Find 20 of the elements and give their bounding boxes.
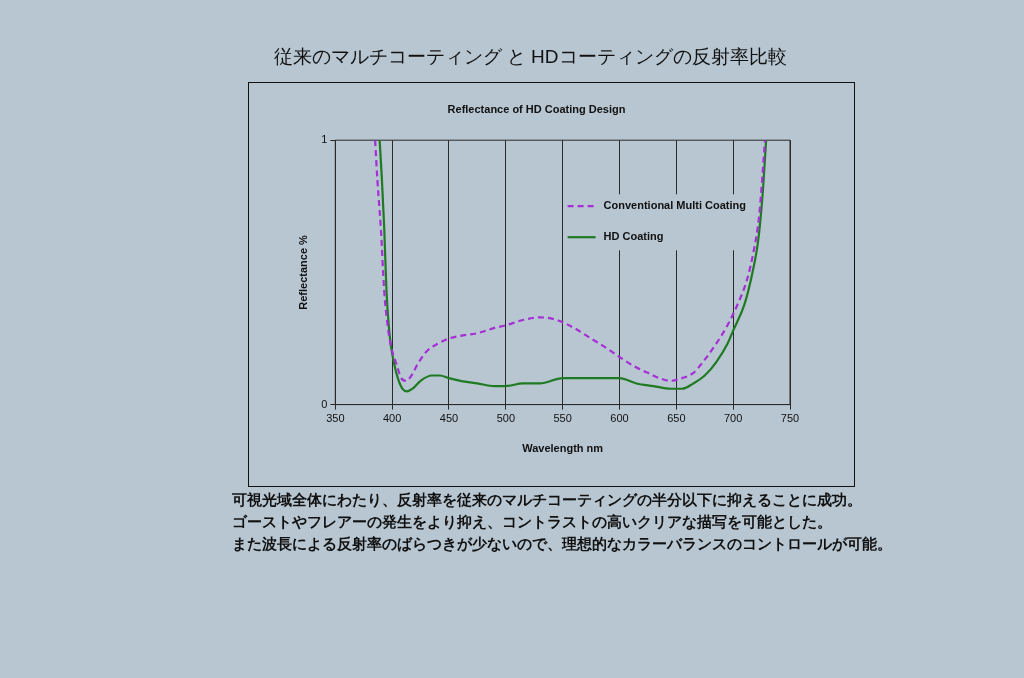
text: ゴーストやフレアーの発生をより抑え、コントラストの高いクリアな描写を可能とした。	[232, 512, 833, 532]
y-tick-label: 1	[321, 133, 328, 146]
chart-title: 従来のマルチコーティング と HDコーティングの反射率比較	[272, 45, 788, 69]
text: また波長による反射率のばらつきが少ないので、理想的なカラーバランスのコントロールが可能。	[232, 534, 892, 554]
text: 可視光域全体にわたり、反射率を従来のマルチコーティングの半分以下に抑えることに成功。	[232, 490, 863, 510]
x-axis-title: Wavelength nm	[522, 442, 604, 455]
x-tick-label: 550	[553, 412, 572, 425]
x-tick-label: 400	[382, 412, 402, 425]
x-tick-label: 650	[667, 412, 686, 425]
chart-subtitle: Reflectance of HD Coating Design	[447, 102, 626, 115]
legend-label: HD Coating	[603, 230, 664, 243]
x-tick-label: 600	[610, 412, 629, 425]
y-axis-title: Reflectance %	[296, 234, 309, 310]
legend-label: Conventional Multi Coating	[603, 199, 747, 212]
y-tick-label: 0	[321, 397, 328, 410]
x-tick-label: 750	[780, 412, 800, 425]
x-tick-label: 700	[723, 412, 743, 425]
x-tick-label: 500	[496, 412, 515, 425]
x-tick-label: 350	[326, 412, 345, 425]
x-tick-label: 450	[439, 412, 459, 425]
